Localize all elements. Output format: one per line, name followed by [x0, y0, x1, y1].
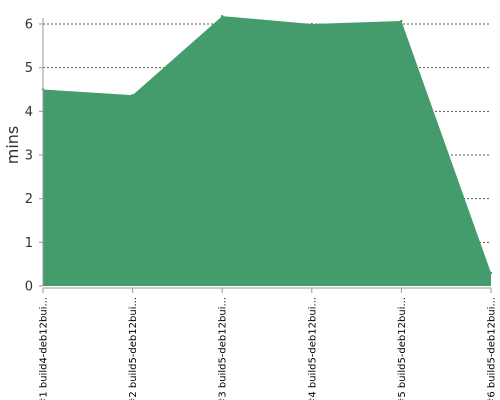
x-tick-label: #2 build5-deb12bui... [128, 297, 139, 400]
x-tick-label: #5 build5-deb12bui... [397, 297, 408, 400]
data-point [400, 19, 403, 23]
data-point [489, 271, 493, 275]
data-point [310, 22, 313, 26]
y-tick-label: 6 [25, 18, 33, 33]
data-point [131, 93, 134, 97]
y-tick-label: 1 [25, 236, 33, 251]
x-tick-label: #3 build5-deb12bui... [218, 297, 229, 400]
tick-labels: 0 1 2 3 4 5 6 #1 build4-deb12bui... #2 build5-de… [25, 18, 498, 400]
y-tick-label: 4 [25, 105, 33, 120]
x-tick-label: #4 build5-deb12bui... [307, 297, 318, 400]
series-area-layer [41, 14, 493, 286]
y-tick-label: 0 [25, 280, 33, 295]
series-area [43, 16, 491, 286]
axes [39, 18, 492, 293]
x-tick-label: #1 build4-deb12bui... [39, 297, 50, 400]
data-point [221, 14, 224, 18]
y-axis-title: mins [3, 126, 22, 165]
y-tick-label: 5 [25, 61, 33, 76]
y-tick-label: 3 [25, 149, 33, 164]
x-tick-label: #6 build5-deb12bui... [487, 297, 498, 400]
y-tick-label: 2 [25, 192, 33, 207]
